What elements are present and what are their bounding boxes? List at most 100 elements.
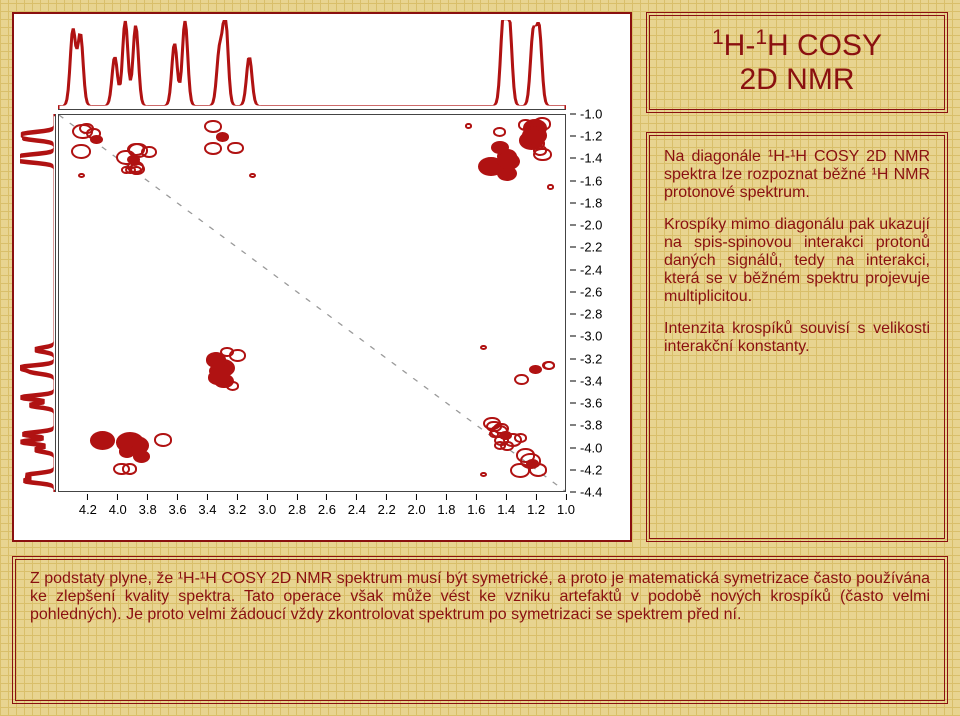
x-tick: 3.4 [198,494,216,534]
spectrum-panel: -1.0 -1.2 -1.4 -1.6 -1.8 -2.0 -2.2 -2.4 -2.6 -2.8… [12,12,632,542]
cross-peak [249,173,256,178]
x-tick: 1.6 [467,494,485,534]
y-tick: -2.6 [570,284,624,299]
page: -1.0 -1.2 -1.4 -1.6 -1.8 -2.0 -2.2 -2.4 -2.6 -2.8… [0,0,960,716]
x-tick: 1.2 [527,494,545,534]
x-tick: 2.6 [318,494,336,534]
y-tick: -2.0 [570,218,624,233]
y-tick-label: -3.6 [580,396,602,411]
spectrum-2d-plot [58,114,566,492]
y-tick: -1.2 [570,129,624,144]
x-tick: 2.0 [408,494,426,534]
y-tick-label: -3.0 [580,329,602,344]
y-tick: -1.0 [570,107,624,122]
x-tick-label: 2.0 [408,502,426,517]
x-tick: 3.8 [139,494,157,534]
x-tick-label: 3.4 [198,502,216,517]
y-tick: -3.6 [570,396,624,411]
y-tick: -1.4 [570,151,624,166]
y-tick-label: -2.0 [580,218,602,233]
y-tick-label: -4.2 [580,462,602,477]
description-box: Na diagonále ¹H-¹H COSY 2D NMR spektra l… [646,132,948,542]
cross-peak [204,120,221,133]
y-tick-label: -4.4 [580,485,602,500]
y-tick-label: -1.6 [580,173,602,188]
diagonal-peak [90,431,115,450]
cross-peak [480,345,487,350]
x-tick: 4.0 [109,494,127,534]
cross-peak [154,433,172,446]
y-tick-label: -2.8 [580,307,602,322]
cross-peak [514,374,529,385]
page-title: 1H-1H COSY [660,26,934,63]
diagonal-peak [497,152,520,169]
cross-peak [78,173,85,178]
x-tick: 2.2 [378,494,396,534]
y-axis-ticks: -1.0-1.2-1.4-1.6-1.8-2.0-2.2-2.4-2.6-2.8… [570,114,624,492]
y-tick-label: -1.8 [580,195,602,210]
y-tick-label: -3.8 [580,418,602,433]
diagonal-peak [526,132,543,145]
x-tick: 3.6 [168,494,186,534]
y-tick: -2.2 [570,240,624,255]
y-tick: -4.0 [570,440,624,455]
x-tick-label: 3.2 [228,502,246,517]
y-tick: -2.4 [570,262,624,277]
x-tick-label: 3.6 [168,502,186,517]
cross-peak [533,117,552,131]
y-tick-label: -2.4 [580,262,602,277]
x-tick-label: 1.2 [527,502,545,517]
y-tick: -1.6 [570,173,624,188]
y-tick-label: -2.6 [580,284,602,299]
x-tick-label: 4.2 [79,502,97,517]
y-tick-label: -1.0 [580,107,602,122]
y-tick: -4.2 [570,462,624,477]
spectrum-1d-top [58,20,566,110]
x-tick-label: 1.0 [557,502,575,517]
x-tick-label: 1.6 [467,502,485,517]
x-tick-label: 4.0 [109,502,127,517]
y-tick: -3.0 [570,329,624,344]
cross-peak [500,441,514,451]
cross-peak [226,381,240,391]
diagonal-peak [90,135,103,144]
spectrum-1d-left [20,114,56,492]
x-tick-label: 2.8 [288,502,306,517]
y-tick-label: -1.2 [580,129,602,144]
cross-peak [204,142,222,155]
x-tick-label: 1.8 [437,502,455,517]
x-tick-label: 3.0 [258,502,276,517]
title-sup1: 1 [712,26,724,49]
paragraph-1: Na diagonále ¹H-¹H COSY 2D NMR spektra l… [664,148,930,202]
y-tick: -3.8 [570,418,624,433]
cross-peak [547,184,554,189]
x-tick-label: 2.2 [378,502,396,517]
y-tick: -4.4 [570,485,624,500]
x-tick-label: 2.6 [318,502,336,517]
cross-peak [227,142,244,154]
cross-peak [71,144,91,159]
paragraph-2: Krospíky mimo diagonálu pak ukazují na s… [664,216,930,306]
title-sup2: 1 [755,26,767,49]
y-tick-label: -2.2 [580,240,602,255]
y-tick-label: -3.4 [580,373,602,388]
title-box: 1H-1H COSY 2D NMR [646,12,948,113]
x-axis-ticks: 4.2 4.0 3.8 3.6 3.4 3.2 3.0 2.8 2.6 2.4 2.2 2.0 1.8 1… [58,494,566,534]
cross-peak [533,145,547,155]
y-tick-label: -3.2 [580,351,602,366]
x-tick: 4.2 [79,494,97,534]
x-tick: 1.4 [497,494,515,534]
cross-peak [518,119,534,131]
footnote-box: Z podstaty plyne, že ¹H-¹H COSY 2D NMR s… [12,556,948,704]
x-tick-label: 3.8 [139,502,157,517]
paragraph-3: Intenzita krospíků souvisí s velikosti i… [664,320,930,356]
x-tick: 2.4 [348,494,366,534]
diagonal-peak [526,459,539,468]
x-tick: 1.8 [437,494,455,534]
x-tick-label: 2.4 [348,502,366,517]
cross-peak [542,361,554,370]
diagonal-peak [216,132,229,141]
cross-peak [122,463,137,474]
y-tick: -3.4 [570,373,624,388]
footnote-paragraph: Z podstaty plyne, že ¹H-¹H COSY 2D NMR s… [30,570,930,624]
